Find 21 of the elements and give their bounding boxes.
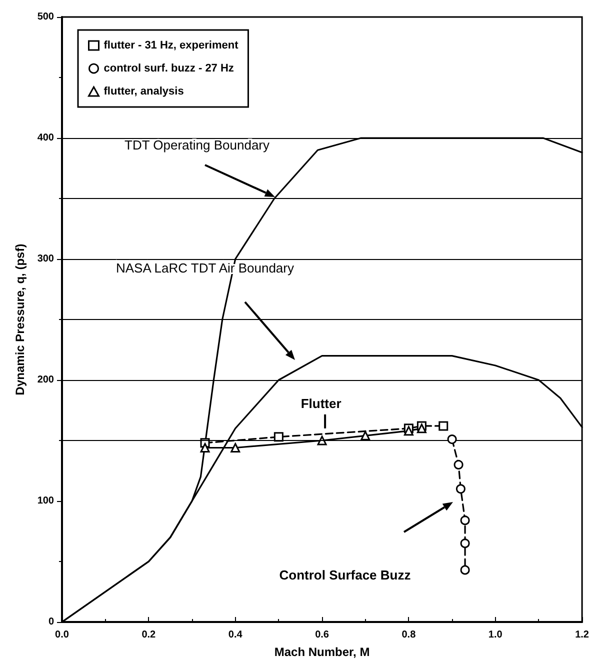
- x-tick-label: 0.6: [315, 630, 330, 640]
- x-tick-label: 1.0: [488, 630, 503, 640]
- annotation: Control Surface Buzz: [279, 568, 412, 582]
- y-tick-label: 100: [37, 496, 54, 506]
- annotation: TDT Operating Boundary: [124, 138, 270, 152]
- y-tick-label: 300: [37, 254, 54, 264]
- legend-label: flutter - 31 Hz, experiment: [104, 40, 239, 52]
- y-tick-label: 0: [48, 616, 54, 628]
- y-tick-label: 200: [37, 374, 54, 386]
- y-tick-label: 400: [37, 132, 54, 144]
- x-tick-label: 0.2: [142, 630, 156, 640]
- x-tick-label: 0.4: [228, 630, 243, 640]
- legend-label: control surf. buzz - 27 Hz: [104, 62, 234, 74]
- x-tick-label: 0.8: [402, 630, 416, 640]
- legend-label: flutter, analysis: [104, 86, 184, 98]
- y-axis-title: Dynamic Pressure, q, (psf): [13, 244, 27, 396]
- x-axis-title: Mach Number, M: [274, 645, 370, 659]
- annotation: Flutter: [300, 396, 342, 411]
- x-tick-label: 0.0: [55, 630, 70, 640]
- x-tick-label: 1.2: [575, 630, 590, 640]
- y-tick-label: 500: [37, 12, 54, 22]
